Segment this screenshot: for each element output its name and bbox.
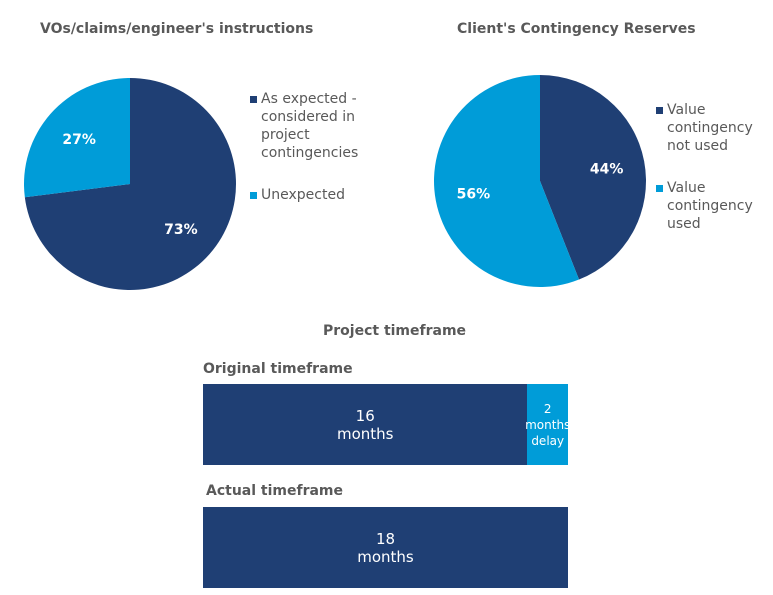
bar-segment-label-1-0: 18 months — [357, 529, 414, 566]
pie1-slice-label-0: 73% — [164, 222, 198, 238]
pie1-slice-label-1: 27% — [62, 132, 96, 148]
pie2-slice-label-1: 56% — [457, 187, 491, 203]
pie1-legend-item-0: As expected - considered in project cont… — [250, 90, 370, 162]
bar-segment-0-1: 2 months delay — [525, 384, 571, 465]
pie2-legend-item-1: Value contingency used — [656, 179, 766, 233]
bar-segment-0-0: 16 months — [203, 384, 528, 465]
bar-category-label-original: Original timeframe — [203, 361, 353, 377]
pie1-legend-item-1: Unexpected — [250, 186, 370, 204]
pie2-legend-label-1: Value contingency used — [667, 180, 753, 232]
pie1-legend-swatch-0 — [250, 96, 257, 103]
pie1-slice-1 — [23, 78, 130, 198]
pie2-legend-swatch-1 — [656, 185, 663, 192]
pie1-legend-swatch-1 — [250, 192, 257, 199]
pie1-legend: As expected - considered in project cont… — [250, 90, 370, 228]
bar-segment-label-0-1: 2 months delay — [525, 401, 571, 448]
pie1-slice-0 — [24, 78, 236, 290]
pie1-chart: 73% 27% — [23, 78, 236, 290]
bar-segment-1-0: 18 months — [203, 507, 568, 588]
pie1-title: VOs/claims/engineer's instructions — [40, 21, 314, 37]
bar-segment-label-0-0: 16 months — [336, 406, 394, 443]
pie2-slice-0 — [540, 75, 646, 280]
pie2-slice-label-0: 44% — [590, 161, 624, 177]
bar-chart-title: Project timeframe — [323, 323, 467, 339]
pie2-slice-1 — [434, 75, 580, 287]
pie2-legend-label-0: Value contingency not used — [667, 102, 753, 154]
pie2-legend-item-0: Value contingency not used — [656, 101, 766, 155]
pie1-legend-label-1: Unexpected — [261, 187, 345, 203]
pie2-chart: 44% 56% — [434, 75, 646, 287]
pie2-legend-swatch-0 — [656, 107, 663, 114]
pie2-title: Client's Contingency Reserves — [457, 21, 696, 37]
pie2-legend: Value contingency not used Value continge… — [656, 101, 766, 257]
pie1-legend-label-0: As expected - considered in project cont… — [261, 91, 359, 161]
bar-category-label-actual: Actual timeframe — [206, 483, 344, 499]
